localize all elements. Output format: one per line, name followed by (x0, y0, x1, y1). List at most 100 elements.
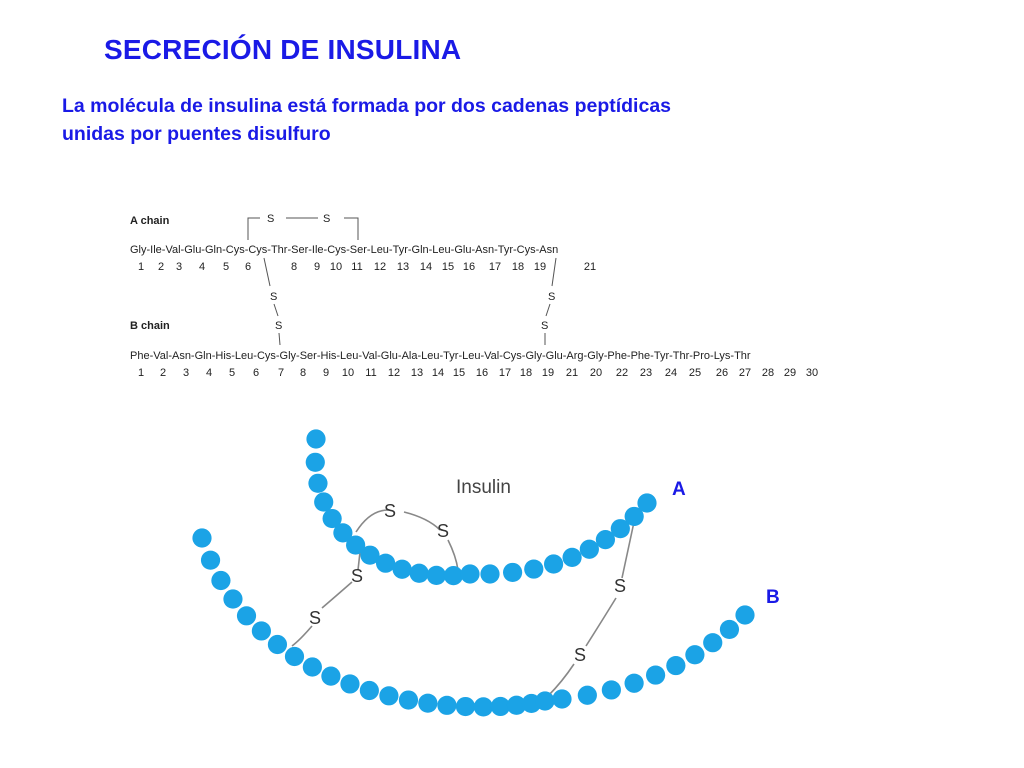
ab7-s1: S (270, 291, 277, 303)
bead-s-2: S (437, 521, 449, 541)
subtitle: La molécula de insulina está formada por… (62, 92, 922, 148)
a-chain-number: 15 (442, 261, 454, 273)
a-bridge-s2: S (323, 213, 330, 225)
chain-a-bead (333, 523, 353, 543)
a-chain-number: 19 (534, 261, 546, 273)
subtitle-line-2: unidas por puentes disulfuro (62, 123, 331, 145)
a-chain-numbers: 1 2 3 4 5 6 8 9 10 11 12 13 14 15 16 17 18 19 21 (138, 261, 596, 273)
chain-b-bead (552, 689, 572, 709)
b-chain-number: 30 (806, 367, 818, 379)
chain-a-bead (409, 563, 429, 583)
chain-b-beads (192, 528, 755, 717)
a-chain-label: A chain (130, 215, 170, 227)
a-chain-number: 17 (489, 261, 501, 273)
chain-b-bead (267, 634, 288, 655)
chain-b-bead (719, 619, 740, 640)
b-chain-number: 25 (689, 367, 701, 379)
b-chain-number: 16 (476, 367, 488, 379)
chain-a-bead (637, 493, 657, 513)
a-bridge-s1: S (267, 213, 274, 225)
chain-a-bead (460, 564, 480, 584)
b-chain-sequence: Phe-Val-Asn-Gln-His-Leu-Cys-Gly-Ser-His-… (130, 350, 751, 362)
chain-b-bead (418, 693, 438, 713)
chain-b-bead (398, 690, 419, 710)
b-chain-number: 14 (432, 367, 444, 379)
bead-s-1: S (384, 501, 396, 521)
b-chain-number: 11 (365, 367, 376, 379)
chain-a-bead (524, 559, 544, 579)
b-chain-numbers: 1 2 3 4 5 6 7 8 9 10 11 12 13 14 15 16 17 18 19 21 20 22 23 24 2… (138, 367, 818, 379)
a-chain-number: 4 (199, 261, 205, 273)
b-chain-number: 8 (300, 367, 306, 379)
chain-a-bead (314, 492, 334, 512)
chain-b-bead (624, 673, 644, 693)
chain-b-bead (473, 697, 493, 717)
chain-b-bead (535, 691, 555, 711)
a-chain-number: 6 (245, 261, 251, 273)
a-chain-number: 18 (512, 261, 524, 273)
b-chain-number: 22 (616, 367, 628, 379)
ab19-s1: S (548, 291, 555, 303)
bead-s-6: S (574, 645, 586, 665)
a-chain-number: 1 (138, 261, 144, 273)
page-title: SECRECIÓN DE INSULINA (104, 34, 462, 65)
chain-b-bead (685, 645, 705, 665)
chain-b-bead (666, 655, 686, 676)
a-chain-number: 10 (330, 261, 342, 273)
chain-a-bead (443, 566, 464, 586)
chain-b-bead (284, 646, 305, 667)
chain-a-bead (322, 508, 342, 529)
chain-b-bead (321, 666, 341, 686)
chain-b-bead (211, 570, 231, 591)
b-chain-number: 13 (411, 367, 423, 379)
ab19-s2: S (541, 320, 548, 332)
chain-a-bead (610, 519, 630, 539)
b-chain-number: 12 (388, 367, 400, 379)
b-chain-number: 6 (253, 367, 259, 379)
chain-a-bead (562, 547, 582, 567)
chain-b-letter: B (766, 587, 780, 608)
b-chain-number: 1 (138, 367, 144, 379)
a-chain-sequence: Gly-Ile-Val-Glu-Gln-Cys-Cys-Thr-Ser-Ile-… (130, 244, 558, 256)
chain-b-bead (359, 680, 379, 701)
chain-a-bead (306, 429, 326, 449)
chain-b-bead (577, 685, 597, 705)
chain-a-bead (375, 553, 396, 573)
chain-a-bead (595, 530, 616, 550)
a-chain-number: 21 (584, 261, 596, 273)
b-chain-number: 20 (590, 367, 602, 379)
a-chain-number: 8 (291, 261, 297, 273)
b-chain-number: 9 (323, 367, 329, 379)
chain-a-beads (305, 429, 657, 586)
chain-b-bead (735, 605, 755, 625)
a-chain-number: 3 (176, 261, 182, 273)
chain-a-bead (346, 535, 366, 555)
chain-b-bead (437, 695, 457, 715)
b-chain-number: 27 (739, 367, 751, 379)
chain-a-bead (579, 539, 599, 559)
chain-b-bead (340, 674, 360, 694)
chain-b-bead (236, 606, 257, 626)
chain-b-bead (192, 528, 212, 548)
a-chain-number: 16 (463, 261, 475, 273)
chain-a-bead (308, 473, 328, 493)
a-chain-number: 9 (314, 261, 320, 273)
b-chain-number: 26 (716, 367, 728, 379)
chain-b-bead (703, 633, 723, 653)
b-chain-number: 28 (762, 367, 774, 379)
b-chain-number: 10 (342, 367, 354, 379)
a-chain-number: 5 (223, 261, 229, 273)
a-chain-number: 14 (420, 261, 432, 273)
b-chain-number: 19 (542, 367, 554, 379)
b-chain-label: B chain (130, 320, 170, 332)
chain-a-bead (360, 545, 380, 565)
b-chain-number: 7 (278, 367, 284, 379)
subtitle-line-1: La molécula de insulina está formada por… (62, 95, 672, 117)
chain-b-bead (251, 621, 271, 641)
bead-s-4: S (309, 608, 321, 628)
ab7-s2: S (275, 320, 282, 332)
b-chain-number: 4 (206, 367, 212, 379)
chain-b-bead (645, 665, 666, 685)
b-chain-number: 23 (640, 367, 652, 379)
